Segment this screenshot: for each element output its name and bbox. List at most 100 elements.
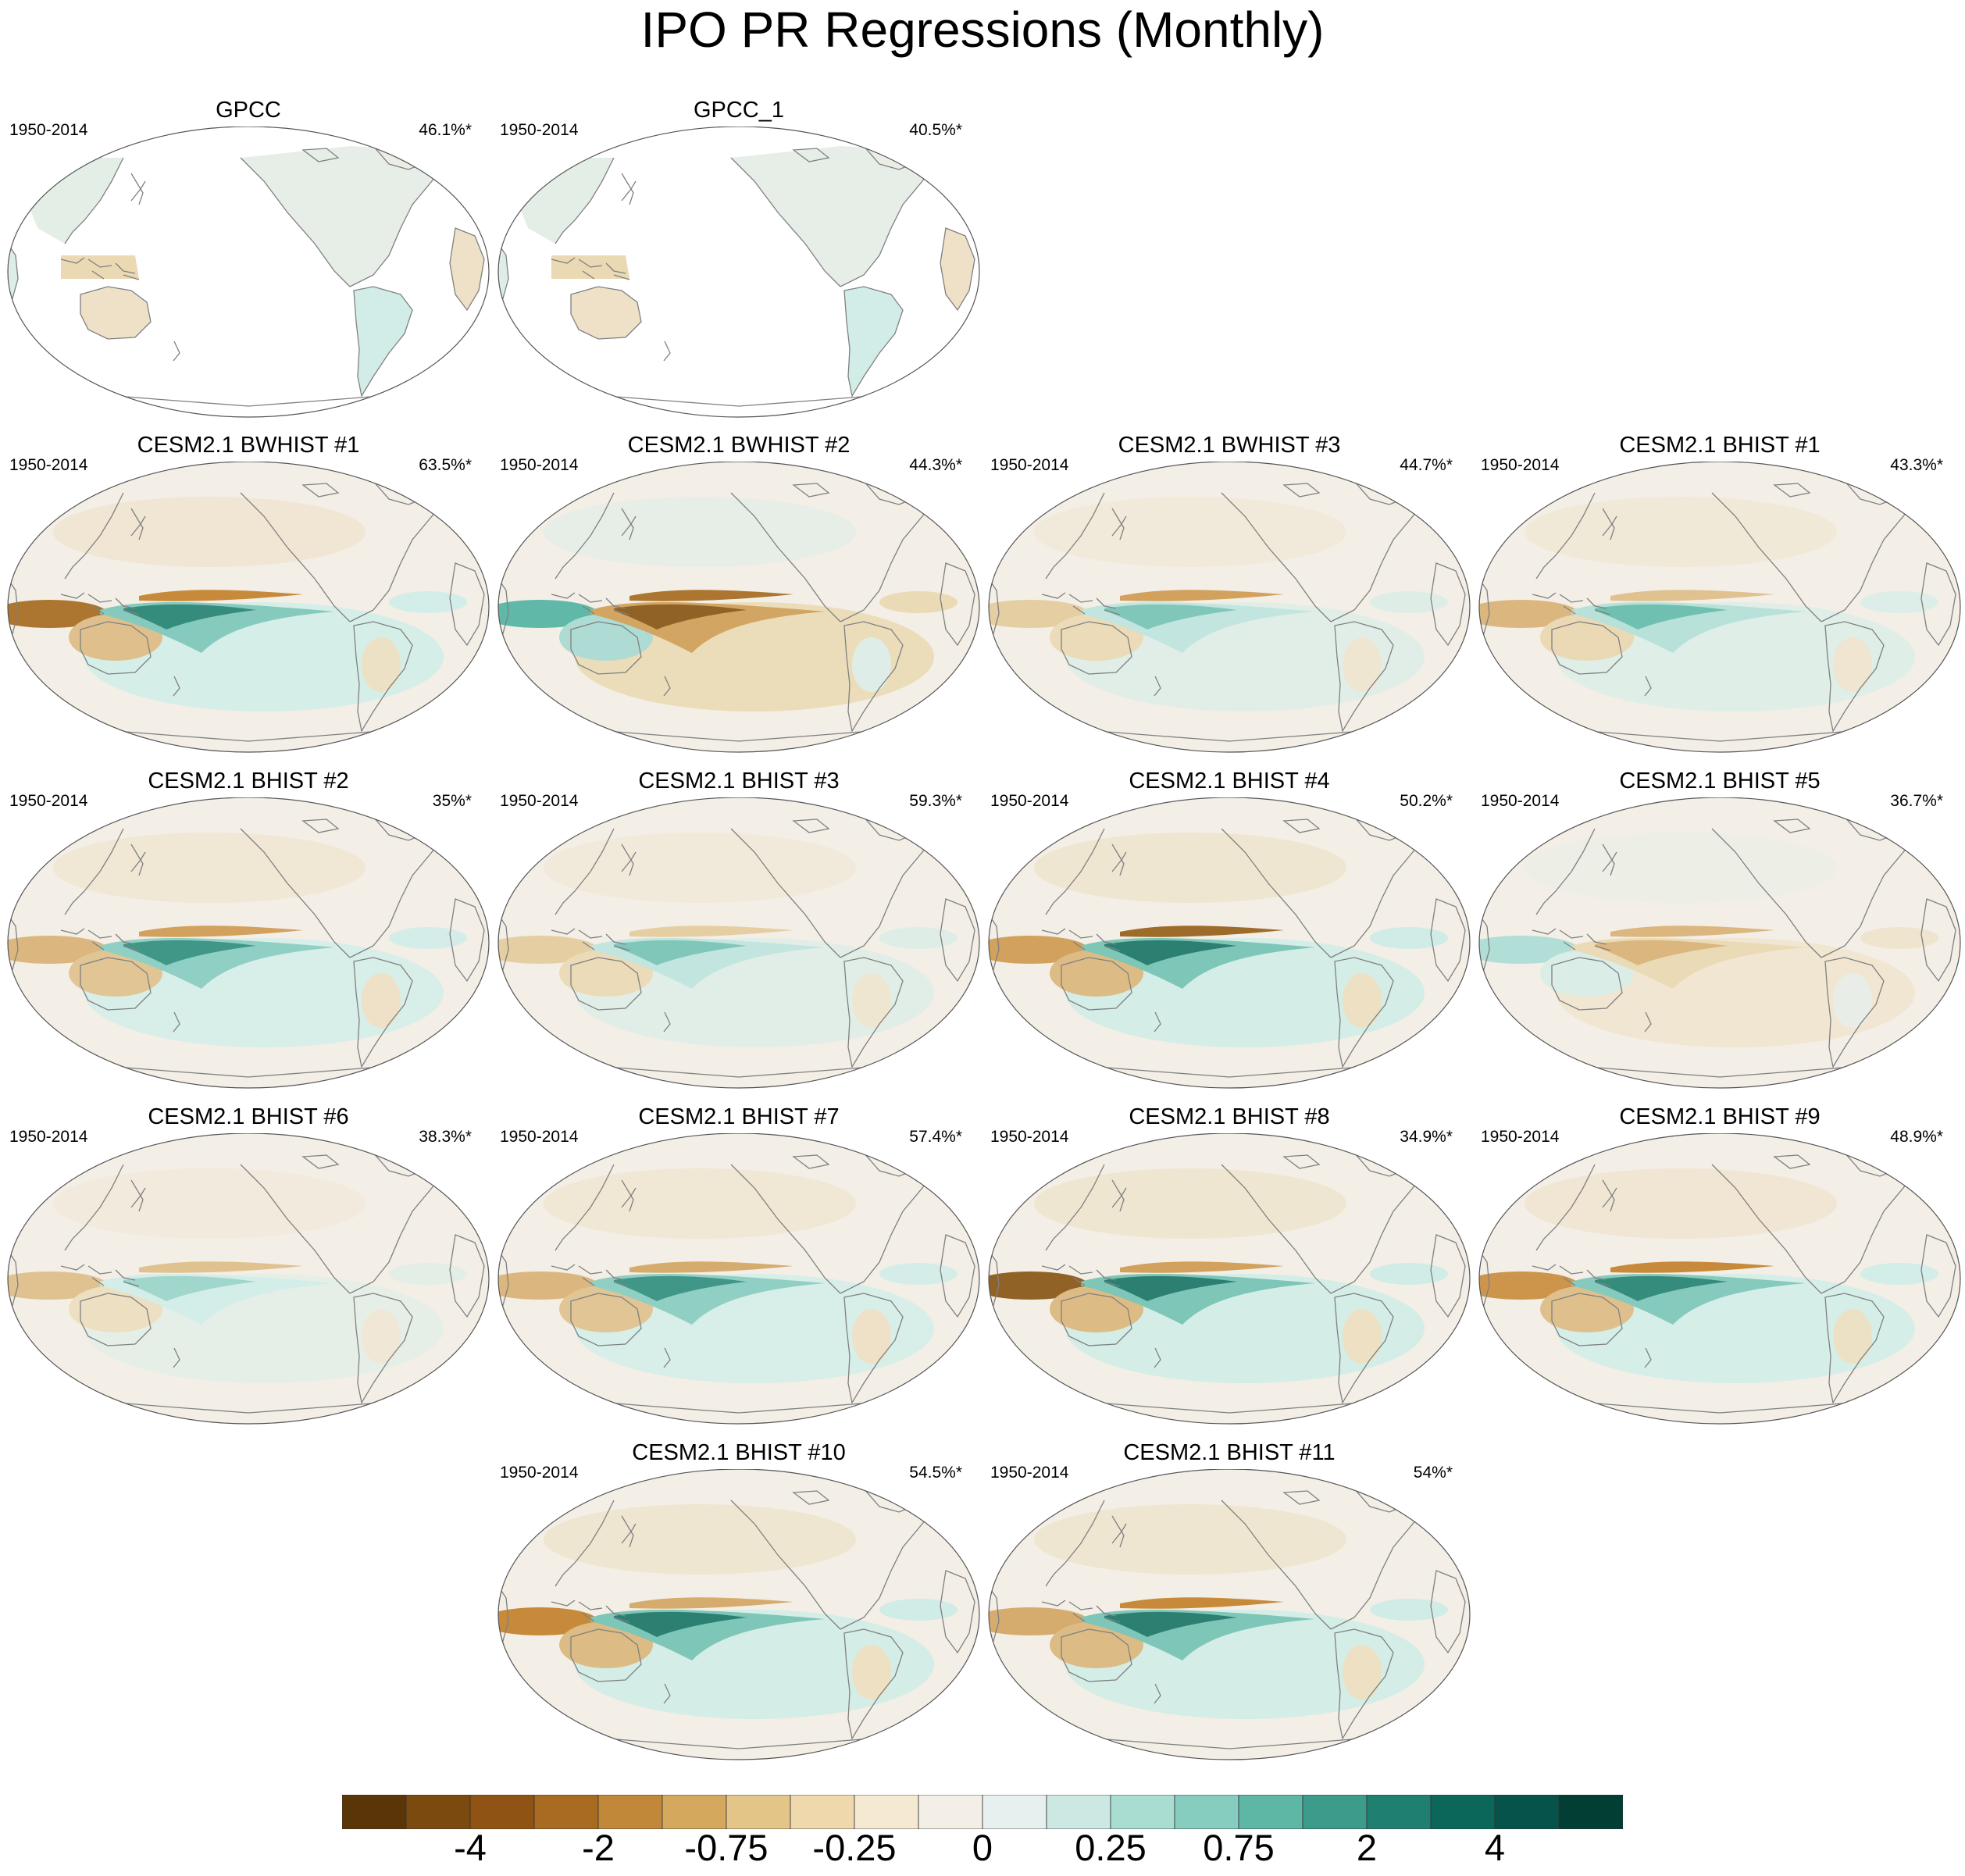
coastline	[1221, 1500, 1332, 1630]
equatorial-core-anomaly	[123, 1275, 256, 1301]
coastline	[1072, 1277, 1086, 1286]
equatorial-core-anomaly	[614, 940, 747, 965]
coastline	[91, 941, 105, 950]
coastline	[498, 1248, 509, 1307]
land-precip-region	[450, 228, 484, 310]
coastline	[87, 1265, 112, 1275]
coastline	[91, 270, 105, 280]
coastline	[1559, 1265, 1584, 1275]
land-precip-region	[354, 287, 412, 396]
coastline	[613, 609, 630, 615]
coastline	[989, 1584, 1000, 1642]
indian-ocean-anomaly	[989, 1271, 1089, 1300]
coastline	[130, 180, 146, 202]
colorbar-swatch	[726, 1795, 791, 1829]
map-outline	[988, 462, 1471, 753]
colorbar-swatch	[342, 1795, 407, 1829]
map-outline	[497, 797, 980, 1089]
coastline	[1824, 957, 1885, 1068]
coastline	[1821, 836, 1916, 958]
south-america-anomaly	[1343, 973, 1382, 1028]
panel-period: 1950-2014	[9, 456, 88, 474]
coastline	[64, 492, 124, 580]
north-pacific-anomaly	[1525, 1168, 1837, 1239]
coastline	[570, 621, 642, 675]
map-outline	[497, 1133, 980, 1425]
itcz-north-anomaly	[1120, 926, 1284, 937]
coastline	[1068, 1265, 1093, 1275]
land-precip-region	[731, 146, 934, 287]
equatorial-core-anomaly	[1104, 940, 1237, 965]
colorbar-swatch	[918, 1795, 983, 1829]
coastline	[551, 928, 576, 935]
equatorial-core-anomaly	[1595, 940, 1728, 965]
coastline	[1104, 1617, 1121, 1623]
map-outline	[7, 462, 490, 753]
coastline	[173, 1011, 180, 1033]
coastline	[1330, 836, 1425, 958]
coastline	[8, 576, 19, 635]
map-panel: CESM2.1 BHIST #7 1950-2014 57.4%*	[497, 1104, 981, 1425]
atlantic-anomaly	[1860, 1263, 1938, 1285]
coastline	[173, 341, 180, 362]
coastline	[60, 1264, 85, 1271]
coastline	[130, 508, 144, 540]
coastline	[115, 597, 136, 609]
colorbar-tick-label: -4	[454, 1827, 487, 1868]
coastline	[1711, 492, 1822, 622]
coastline	[1602, 843, 1615, 876]
map-outline	[1478, 462, 1961, 753]
coastline	[1644, 1011, 1652, 1033]
coastline	[1111, 1179, 1125, 1212]
coastline	[353, 957, 413, 1068]
coastline	[1045, 1500, 1105, 1587]
australia-anomaly	[559, 1286, 653, 1332]
panel-variance-percent: 36.7%*	[1890, 792, 1943, 810]
panel-title: CESM2.1 BHIST #6	[148, 1104, 349, 1129]
coastline	[64, 1164, 124, 1251]
coastline	[1430, 1234, 1466, 1318]
coastline	[301, 819, 340, 833]
coastline	[621, 1523, 637, 1544]
colorbar-swatch	[1238, 1795, 1303, 1829]
coastline	[1773, 483, 1811, 498]
coastline	[582, 270, 595, 280]
coastline	[1563, 1277, 1576, 1286]
coastline	[1072, 1613, 1086, 1622]
coastline	[840, 836, 935, 958]
panel-variance-percent: 35%*	[432, 792, 472, 810]
coastline	[8, 912, 19, 971]
coastline	[449, 1234, 485, 1318]
coastline	[1072, 941, 1086, 950]
coastline	[240, 492, 351, 622]
coastline	[80, 957, 152, 1011]
panel-period: 1950-2014	[1481, 456, 1560, 474]
coastline	[989, 1248, 1000, 1307]
map-panel: CESM2.1 BHIST #8 1950-2014 34.9%*	[987, 1104, 1471, 1425]
coastline	[353, 621, 413, 733]
panel-title: GPCC	[216, 98, 281, 123]
map-panel: CESM2.1 BWHIST #2 1950-2014 44.3%*	[497, 432, 981, 753]
indian-ocean-anomaly	[498, 936, 598, 964]
coastline	[1045, 492, 1105, 580]
colorbar-swatch	[1494, 1795, 1560, 1829]
map-outline	[988, 1133, 1471, 1425]
coastline	[349, 500, 444, 622]
australia-anomaly	[69, 614, 162, 661]
coastline	[582, 1613, 595, 1622]
coastline	[730, 157, 841, 287]
coastline	[64, 828, 124, 915]
coastline	[578, 1601, 603, 1610]
panel-variance-percent: 63.5%*	[419, 456, 472, 474]
atlantic-anomaly	[1370, 1599, 1448, 1621]
coastline	[613, 1617, 630, 1623]
colorbar-tick-label: 2	[1356, 1827, 1378, 1868]
coastline	[605, 933, 626, 945]
coastline	[1041, 928, 1066, 935]
regression-map	[7, 1133, 490, 1425]
coastline	[555, 1500, 615, 1587]
panel-variance-percent: 43.3%*	[1890, 456, 1943, 474]
coastline	[1061, 1293, 1132, 1346]
australia-anomaly	[559, 950, 653, 997]
coastline	[449, 227, 485, 312]
